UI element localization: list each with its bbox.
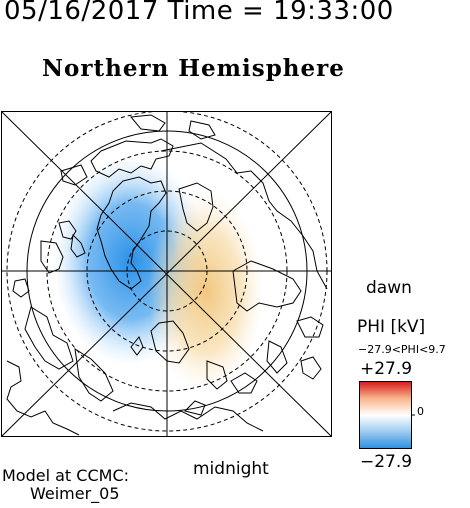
colorbar-title: PHI [kV] xyxy=(357,317,426,337)
model-credit-line1: Model at CCMC: xyxy=(2,466,129,485)
hemisphere-title: Northern Hemisphere xyxy=(42,55,345,82)
map-frame xyxy=(1,111,332,437)
colorbar-max-label: +27.9 xyxy=(360,359,413,379)
graticule xyxy=(1,111,332,437)
polar-map xyxy=(1,111,332,437)
colorbar-gradient xyxy=(359,381,415,449)
polar-map-panel xyxy=(1,111,332,442)
colorbar-min-label: −27.9 xyxy=(360,452,413,472)
colorbar xyxy=(359,381,415,456)
colorbar-range: −27.9<PHI<9.7 xyxy=(358,343,446,356)
timestamp: 05/16/2017 Time = 19:33:00 xyxy=(4,0,394,26)
coastlines xyxy=(6,114,328,436)
colorbar-zero-label: 0 xyxy=(417,405,424,418)
midnight-label: midnight xyxy=(193,459,269,479)
model-credit-line2: Weimer_05 xyxy=(30,484,120,503)
dawn-label: dawn xyxy=(366,278,412,298)
